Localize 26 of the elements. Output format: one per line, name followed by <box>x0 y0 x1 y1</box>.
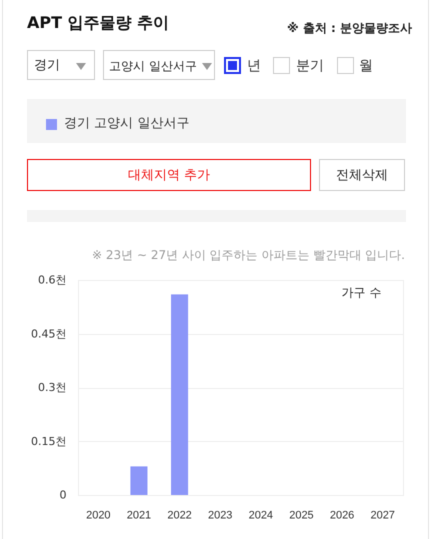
legend-panel: 경기 고양시 일산서구 <box>27 99 406 143</box>
y-tick-label: 0.15천 <box>31 434 66 448</box>
text: 분기 <box>296 58 324 74</box>
x-tick-label: 2022 <box>167 510 192 522</box>
y-tick-label: 0.6천 <box>38 274 66 286</box>
chart-title: APT 입주물량 추이 <box>27 13 170 32</box>
legend-label: 경기 고양시 일산서구 <box>64 116 190 131</box>
y-tick-label: 0.45천 <box>31 327 66 340</box>
x-tick-label: 2025 <box>289 510 314 522</box>
button: 전체삭제 <box>319 159 405 191</box>
text: 월 <box>359 58 373 74</box>
x-tick-label: 2024 <box>248 510 274 522</box>
button: 대체지역 추가 <box>27 159 311 191</box>
dropdown: 고양시 일산서구 <box>103 50 215 80</box>
text: ※ 출처 : 분양물량조사 <box>287 21 412 35</box>
x-tick-label: 2026 <box>330 510 354 522</box>
x-tick-label: 2021 <box>126 510 152 522</box>
y-tick-label: 0.3천 <box>38 381 66 394</box>
x-tick-label: 2023 <box>208 510 232 522</box>
dropdown: 경기 <box>27 50 95 80</box>
x-tick-label: 2020 <box>86 510 111 522</box>
text: 년 <box>247 58 261 74</box>
y-tick-label: 0 <box>60 488 66 502</box>
y-axis-title: 가구 수 <box>342 286 382 300</box>
x-tick-label: 2027 <box>370 510 395 522</box>
text: ※ 23년 ~ 27년 사이 입주하는 아파트는 빨간막대 입니다. <box>92 248 405 262</box>
